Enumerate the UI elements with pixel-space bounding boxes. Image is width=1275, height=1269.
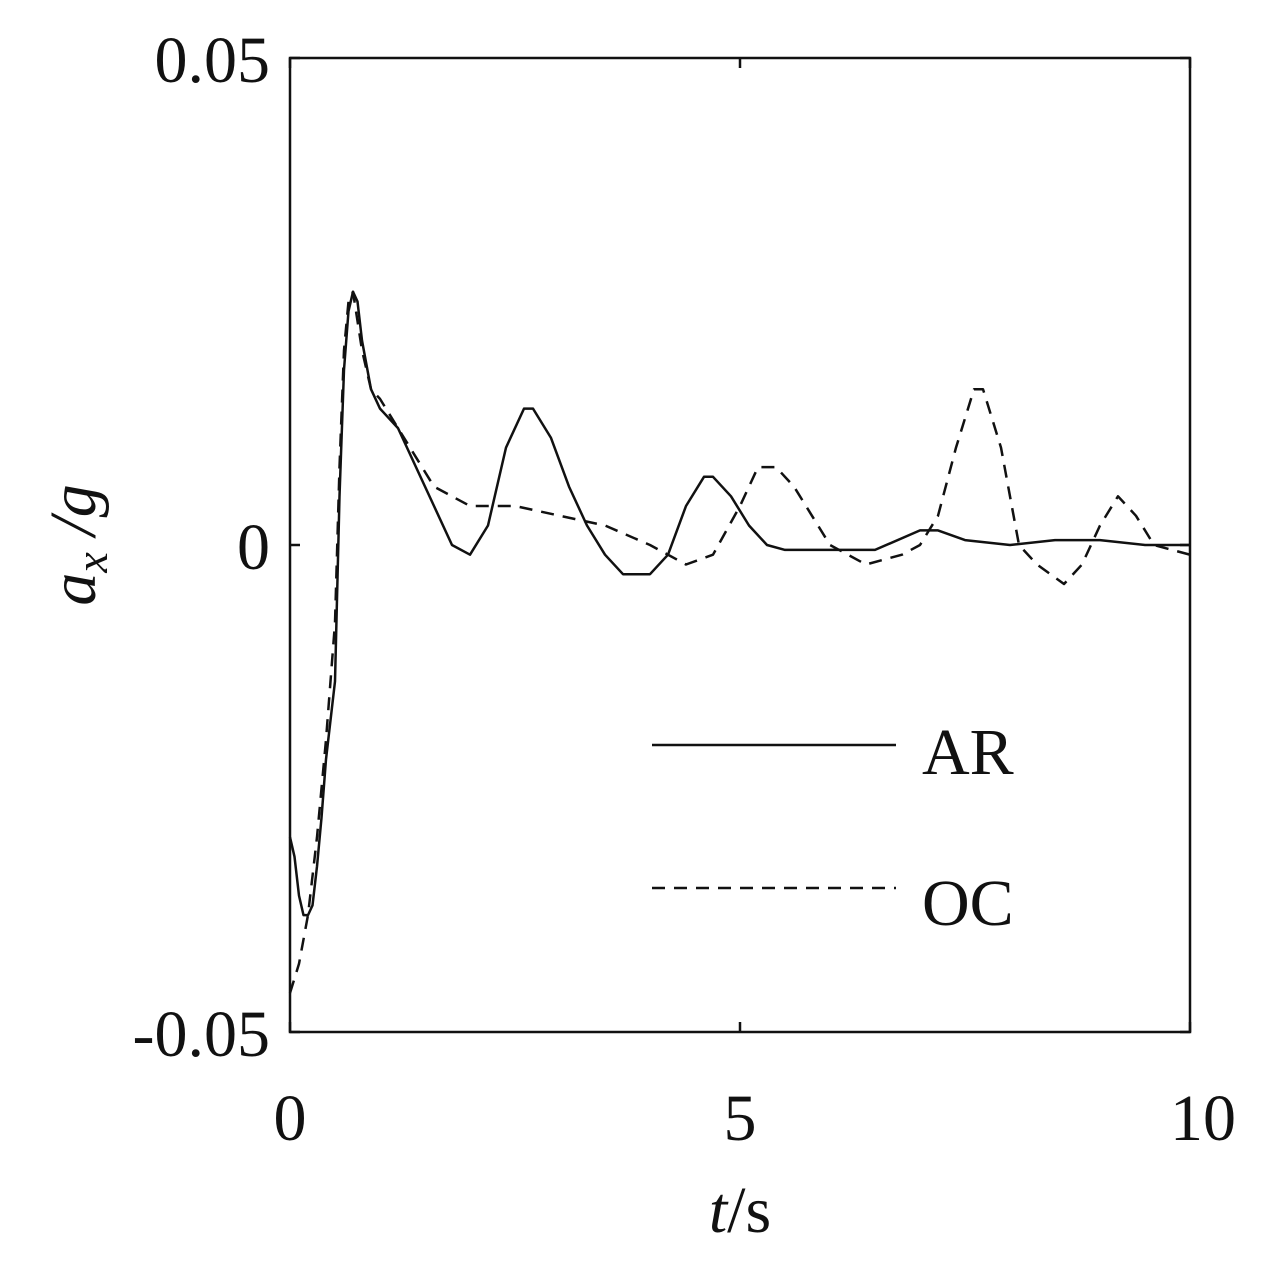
y-axis-subscript: x (66, 552, 117, 574)
y-tick-label: 0.05 (155, 24, 271, 97)
axis-ticks (288, 56, 1192, 1034)
y-tick-label: 0 (237, 511, 270, 584)
series-line-oc (288, 290, 1191, 994)
tick-labels: 0 5 100.050-0.05 (133, 24, 1236, 1155)
plot-frame (288, 56, 1192, 1034)
legend-label-oc: OC (922, 867, 1014, 940)
x-axis-variable: t (709, 1174, 729, 1247)
y-axis-variable: a (37, 573, 110, 606)
legend-label-ar: AR (922, 716, 1014, 789)
y-axis-rest: /g (37, 484, 110, 552)
x-tick-label: 0 (274, 1082, 307, 1155)
y-axis-label: ax /g (37, 484, 117, 605)
x-axis-unit: /s (727, 1174, 771, 1247)
x-tick-label: 10 (1170, 1082, 1236, 1155)
legend: AR OC (652, 716, 1014, 940)
x-tick-label: 5 (724, 1082, 757, 1155)
series-line-ar (288, 290, 1190, 917)
y-tick-label: -0.05 (133, 998, 270, 1071)
x-axis-label: t/s (709, 1174, 771, 1247)
series-layer (288, 290, 1191, 994)
